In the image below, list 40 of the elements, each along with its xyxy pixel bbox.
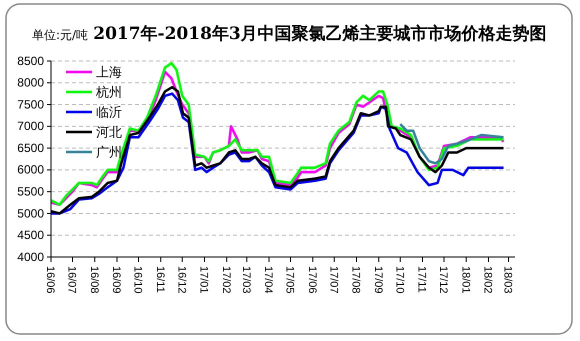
x-tick-label: 17/02 xyxy=(220,266,232,294)
chart-title: 2017年-2018年3月中国聚氯乙烯主要城市市场价格走势图 xyxy=(93,24,547,44)
x-tick-label: 16/08 xyxy=(88,266,100,294)
x-tick-label: 17/04 xyxy=(262,266,274,294)
y-tick-label: 8500 xyxy=(17,54,44,68)
x-tick-label: 16/12 xyxy=(175,266,188,294)
x-tick-label: 18/03 xyxy=(502,266,514,294)
x-tick-label: 17/03 xyxy=(240,266,252,294)
legend-label: 上海 xyxy=(96,66,122,81)
y-tick-label: 7500 xyxy=(17,97,44,112)
x-tick-label: 16/09 xyxy=(110,266,122,294)
y-tick-label: 5000 xyxy=(17,206,44,220)
legend-label: 广州 xyxy=(96,146,122,161)
x-tick-label: 16/11 xyxy=(154,266,166,293)
legend-label: 杭州 xyxy=(95,86,122,101)
x-tick-label: 17/09 xyxy=(372,266,384,294)
y-tick-label: 8000 xyxy=(17,76,44,90)
y-tick-label: 4000 xyxy=(17,250,44,264)
x-tick-label: 17/07 xyxy=(327,266,340,294)
x-tick-label: 17/06 xyxy=(306,266,318,294)
y-tick-label: 4500 xyxy=(17,228,44,242)
line-series xyxy=(399,122,505,165)
x-tick-label: 17/08 xyxy=(350,266,362,294)
y-tick-label: 7000 xyxy=(17,119,44,134)
x-tick-label: 17/12 xyxy=(437,266,450,294)
x-tick-label: 17/10 xyxy=(393,266,406,294)
x-tick-label: 16/06 xyxy=(44,266,56,294)
x-tick-label: 16/07 xyxy=(66,266,78,294)
y-tick-label: 6500 xyxy=(17,140,44,155)
legend-label: 临沂 xyxy=(96,106,122,121)
x-tick-label: 17/11 xyxy=(416,266,428,293)
text: 单位:元/吨 xyxy=(32,28,88,42)
x-tick-label: 17/05 xyxy=(284,266,296,294)
x-tick-label: 17/01 xyxy=(198,266,210,294)
x-tick-label: 16/10 xyxy=(132,266,144,294)
x-tick-label: 18/01 xyxy=(459,266,472,294)
legend-label: 河北 xyxy=(96,126,122,141)
y-tick-label: 6000 xyxy=(17,162,44,177)
y-tick-label: 5500 xyxy=(17,184,44,199)
x-tick-label: 18/02 xyxy=(482,266,494,294)
